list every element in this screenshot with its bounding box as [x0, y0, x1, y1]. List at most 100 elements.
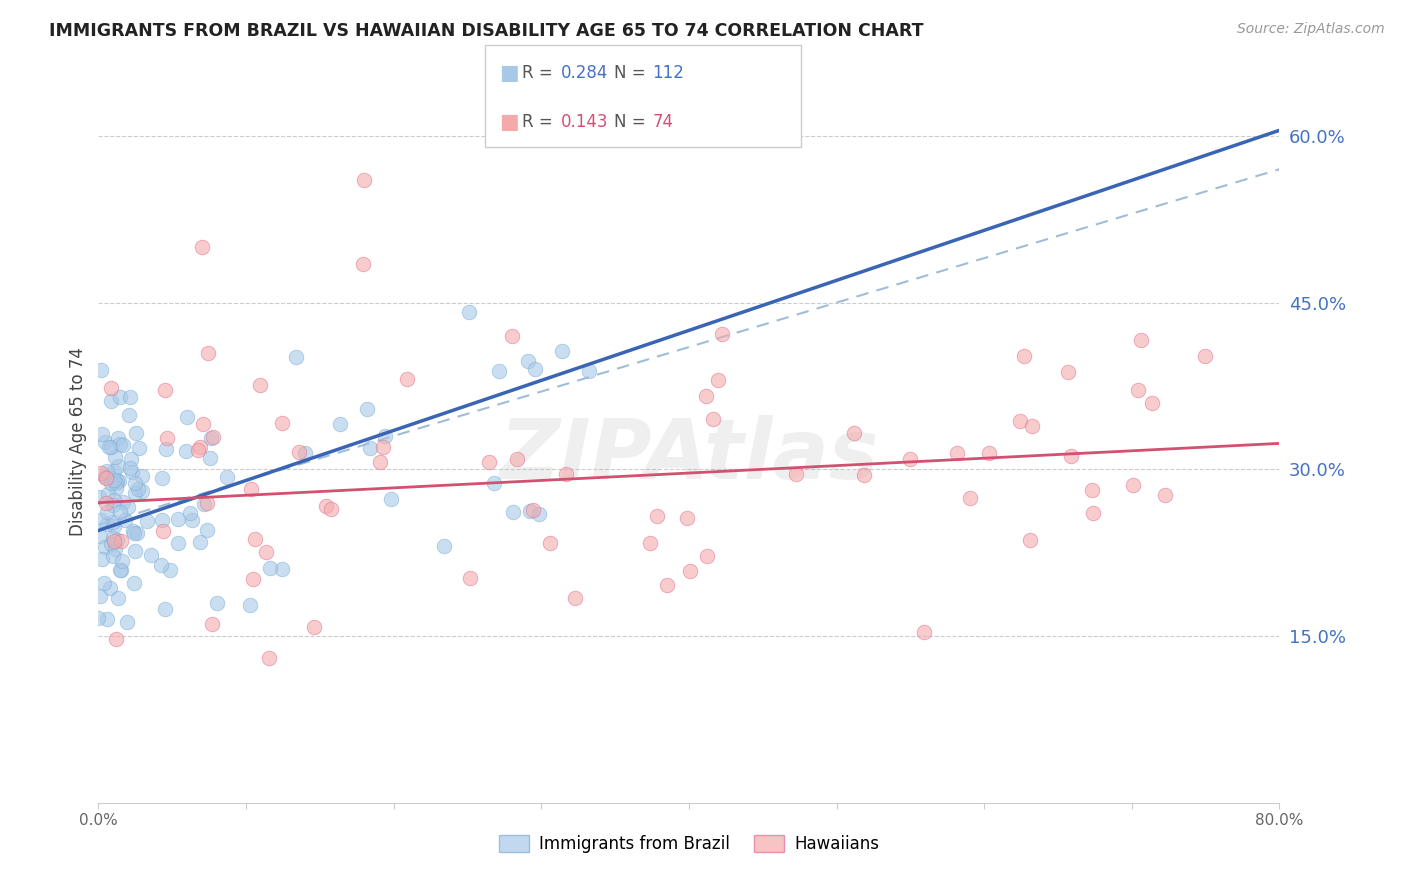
Point [1126, 384, 1149, 398]
Point [89, 529, 111, 543]
Point [302, 620, 325, 634]
Point [103, 464, 125, 478]
Point [1012, 349, 1035, 363]
Point [107, 458, 129, 473]
Point [152, 524, 174, 539]
Point [696, 549, 718, 564]
Point [1122, 477, 1144, 491]
Point [785, 467, 807, 482]
Point [679, 565, 702, 579]
Point [153, 602, 176, 616]
Point [519, 504, 541, 518]
Text: N =: N = [614, 112, 651, 130]
Point [506, 452, 529, 467]
Point [110, 563, 132, 577]
Point [124, 486, 146, 500]
Point [131, 483, 153, 498]
Point [103, 492, 125, 507]
Point [538, 535, 561, 549]
Point [117, 500, 139, 515]
Point [181, 513, 204, 527]
Point [111, 495, 134, 509]
Point [187, 443, 209, 458]
Point [285, 351, 308, 365]
Point [201, 429, 224, 443]
Point [1140, 395, 1163, 409]
Text: IMMIGRANTS FROM BRAZIL VS HAWAIIAN DISABILITY AGE 65 TO 74 CORRELATION CHART: IMMIGRANTS FROM BRAZIL VS HAWAIIAN DISAB… [49, 22, 924, 40]
Point [90, 426, 112, 441]
Point [188, 440, 211, 454]
Point [368, 455, 391, 469]
Point [946, 446, 969, 460]
Point [94, 540, 117, 554]
Point [108, 391, 131, 405]
Point [114, 513, 136, 527]
Point [125, 426, 148, 441]
Point [110, 534, 132, 549]
Point [108, 475, 131, 489]
Point [120, 391, 142, 405]
Text: ■: ■ [499, 63, 519, 83]
Point [176, 409, 198, 424]
Point [524, 361, 547, 376]
Point [554, 467, 576, 481]
Point [105, 533, 128, 547]
Point [257, 650, 280, 665]
Point [87, 490, 110, 504]
Point [1194, 349, 1216, 363]
Point [112, 438, 135, 452]
Point [98, 441, 121, 455]
Point [853, 468, 876, 483]
Point [959, 491, 981, 505]
Point [97, 486, 120, 500]
Point [100, 536, 122, 550]
Point [254, 545, 277, 559]
Point [198, 451, 221, 466]
Point [191, 240, 214, 254]
Point [87, 611, 110, 625]
Point [98, 581, 121, 595]
Point [564, 591, 586, 605]
Point [193, 497, 215, 511]
Point [433, 539, 456, 553]
Point [100, 381, 122, 395]
Point [270, 416, 292, 430]
Point [201, 616, 224, 631]
Point [1057, 365, 1080, 379]
Point [127, 482, 149, 496]
Point [551, 344, 574, 359]
Point [167, 536, 190, 550]
Point [103, 519, 125, 533]
Point [141, 548, 163, 562]
Point [96, 464, 118, 478]
Point [191, 417, 214, 431]
Point [110, 554, 132, 568]
Point [91, 552, 114, 566]
Point [374, 429, 396, 443]
Point [578, 364, 600, 378]
Point [108, 505, 131, 519]
Point [488, 364, 510, 378]
Point [352, 257, 374, 271]
Point [294, 445, 316, 459]
Point [94, 435, 117, 450]
Text: R =: R = [522, 64, 558, 82]
Point [104, 541, 127, 556]
Point [1081, 483, 1104, 497]
Point [217, 470, 239, 484]
Point [239, 598, 262, 612]
Text: Source: ZipAtlas.com: Source: ZipAtlas.com [1237, 22, 1385, 37]
Point [124, 544, 146, 558]
Point [150, 513, 173, 527]
Point [100, 393, 122, 408]
Point [380, 491, 402, 506]
Point [120, 452, 142, 467]
Point [156, 431, 179, 445]
Point [96, 470, 118, 484]
Point [1154, 488, 1177, 502]
Point [93, 576, 115, 591]
Point [242, 572, 264, 586]
Point [353, 173, 375, 187]
Point [121, 524, 143, 538]
Point [96, 505, 118, 519]
